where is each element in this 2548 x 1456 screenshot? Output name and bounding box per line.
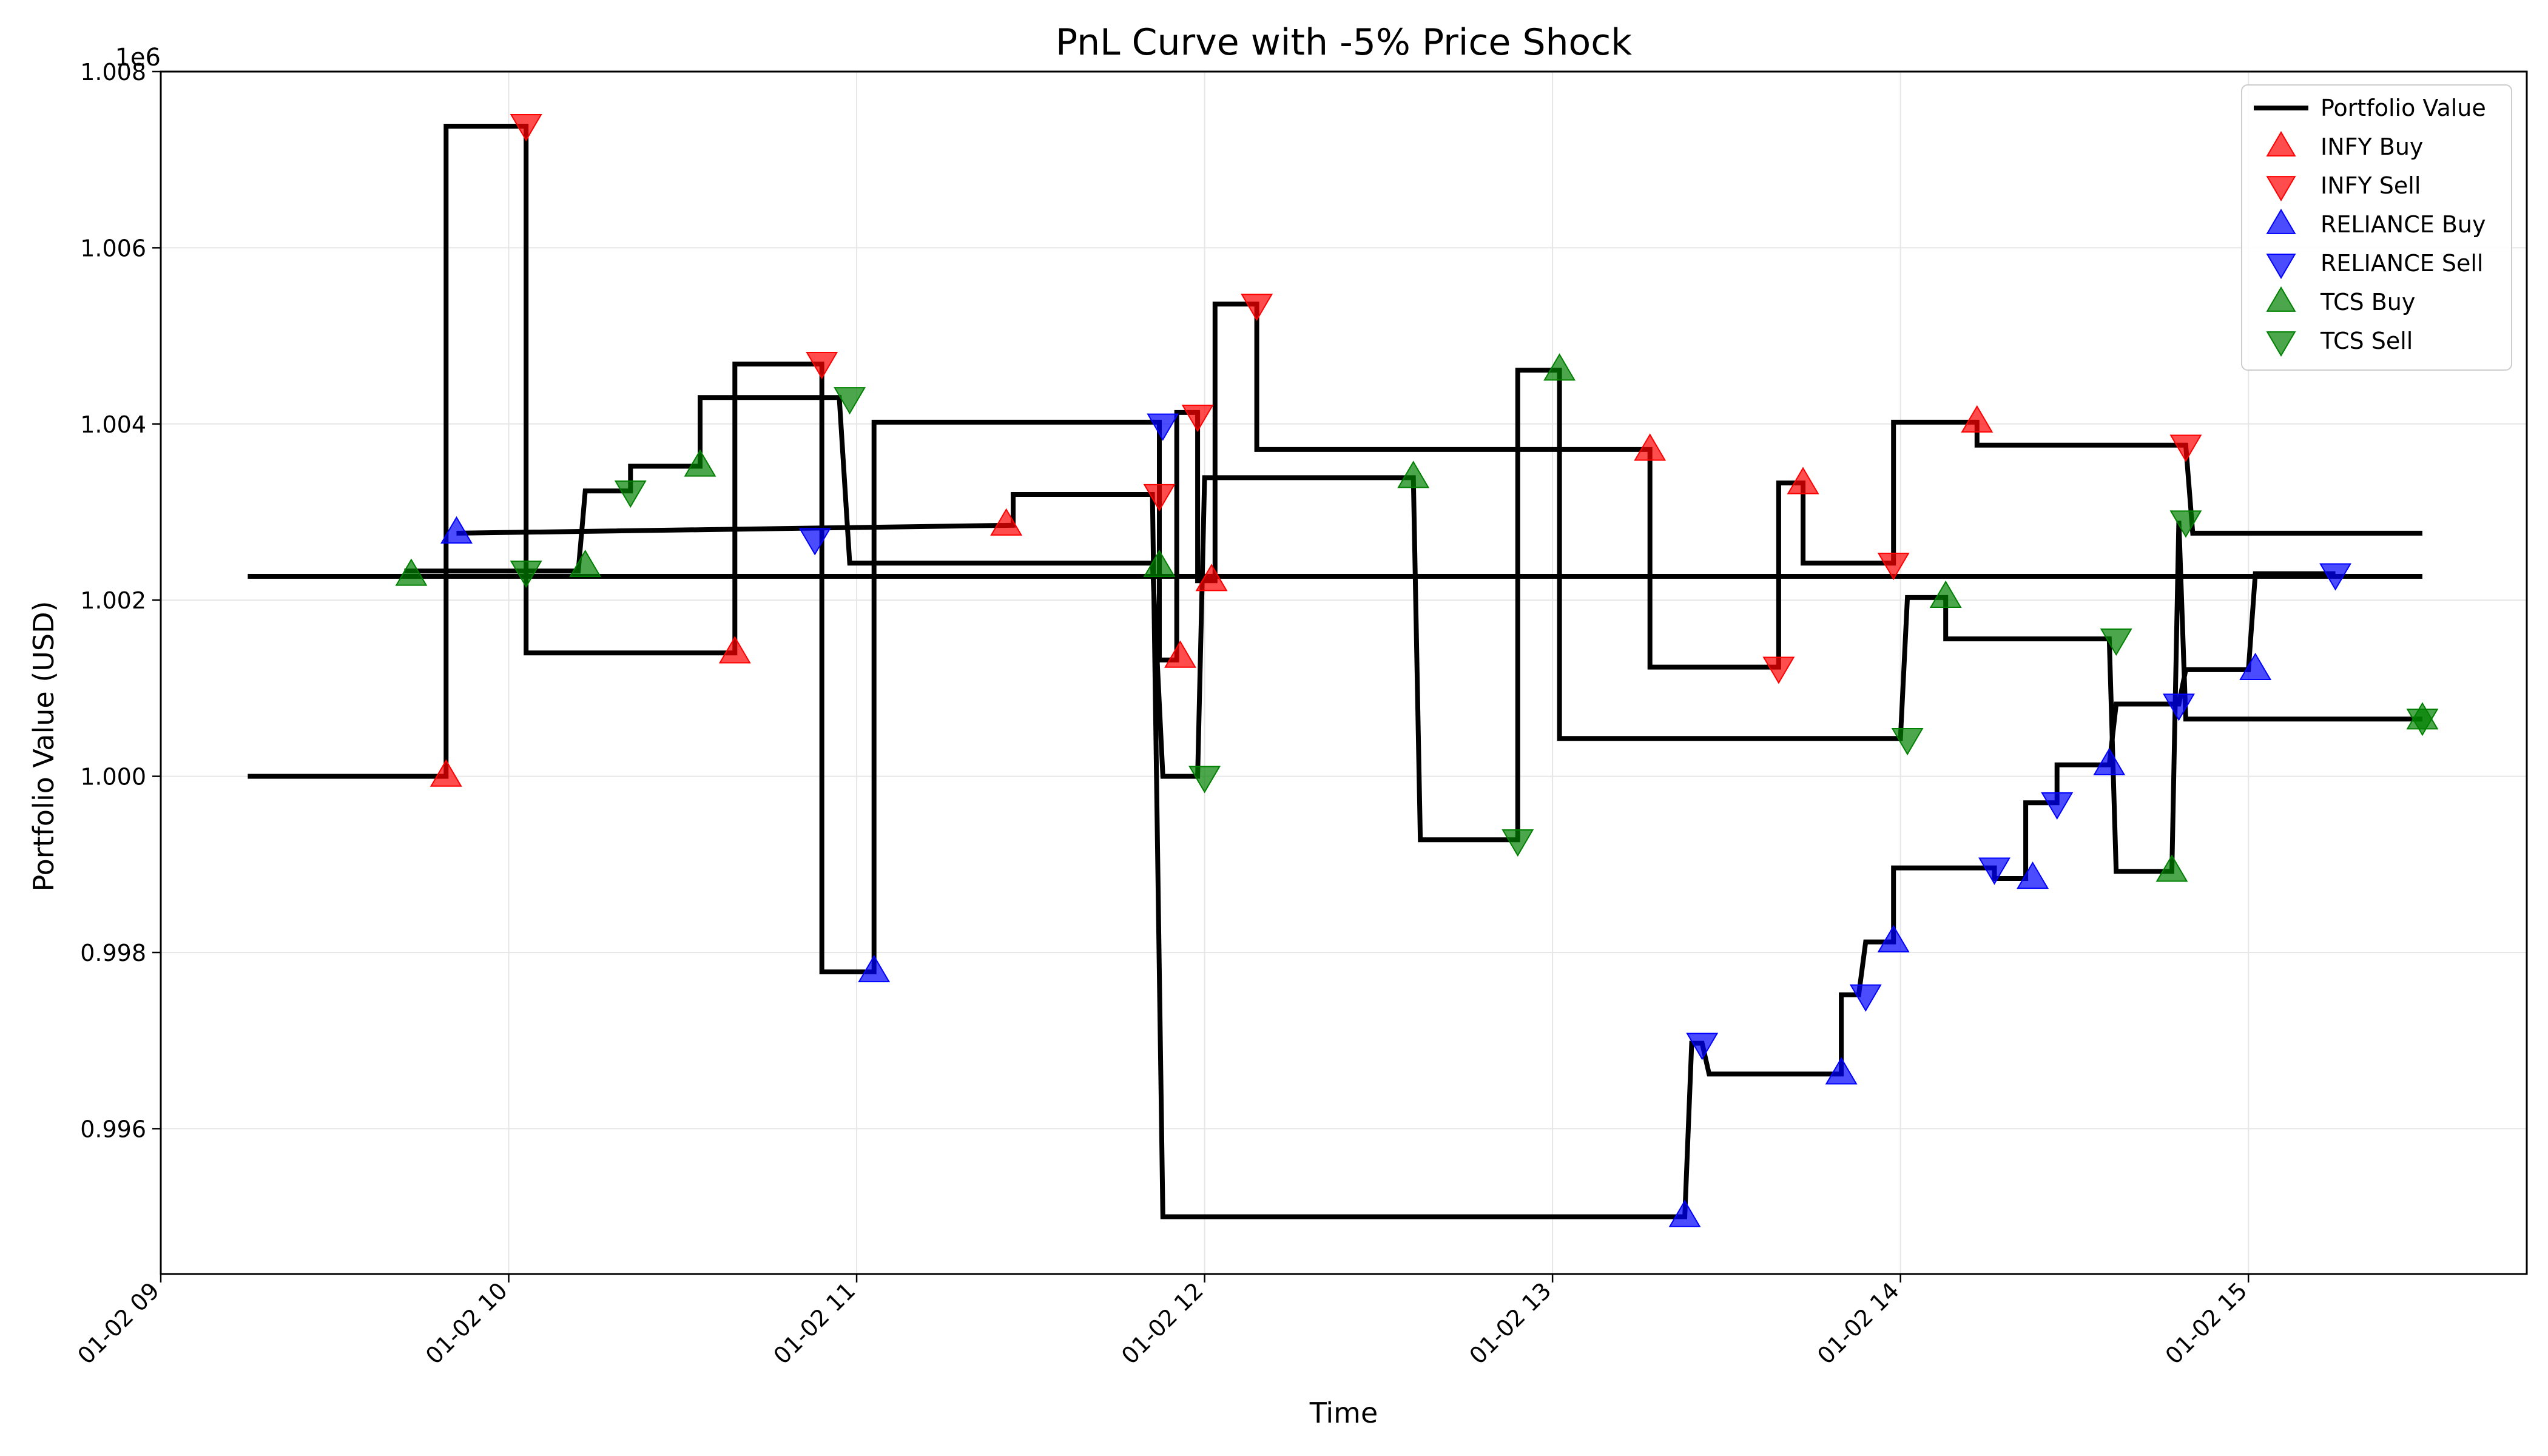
legend-label: INFY Sell bbox=[2320, 172, 2421, 199]
tcs-buy-marker bbox=[1929, 580, 1962, 608]
tcs-sell-marker bbox=[1188, 766, 1221, 794]
y-tick-label: 1.006 bbox=[80, 235, 146, 261]
tcs-buy-marker bbox=[569, 550, 602, 578]
tcs-buy-marker bbox=[1543, 353, 1576, 381]
plot-frame bbox=[160, 70, 2528, 1275]
reliance-buy-marker bbox=[1825, 1057, 1858, 1085]
reliance-buy-marker bbox=[2017, 861, 2049, 889]
reliance-sell-marker bbox=[1147, 413, 1179, 441]
reliance-sell-marker bbox=[2319, 563, 2352, 591]
legend-label: INFY Buy bbox=[2320, 133, 2423, 160]
tcs-sell-marker bbox=[2406, 709, 2439, 736]
infy-buy-marker bbox=[718, 636, 751, 664]
legend: Portfolio Value INFY Buy INFY Sell RELIANCE… bbox=[2241, 84, 2512, 371]
infy-sell-marker bbox=[1181, 405, 1214, 433]
y-axis-label: Portfolio Value (USD) bbox=[27, 601, 60, 892]
trade-marker-layer bbox=[395, 114, 2439, 1227]
y-tick-label: 1.002 bbox=[80, 587, 146, 614]
legend-label: TCS Buy bbox=[2320, 289, 2415, 315]
reliance-buy-marker bbox=[858, 954, 891, 983]
tcs-sell-marker bbox=[2169, 510, 2202, 538]
infy-sell-marker bbox=[510, 114, 542, 142]
tcs-sell-marker bbox=[510, 561, 542, 588]
legend-swatch bbox=[2266, 131, 2296, 157]
y-tick-label: 0.998 bbox=[80, 940, 146, 966]
legend-swatch bbox=[2266, 254, 2296, 279]
reliance-buy-marker bbox=[1668, 1199, 1701, 1227]
infy-sell-marker bbox=[806, 352, 838, 380]
legend-label: RELIANCE Sell bbox=[2320, 250, 2483, 277]
x-axis-label: Time bbox=[1309, 1397, 1378, 1429]
tcs-sell-marker bbox=[2100, 628, 2132, 656]
tcs-buy-marker bbox=[684, 449, 716, 477]
reliance-buy-marker bbox=[2093, 747, 2126, 775]
reliance-buy-marker bbox=[2239, 652, 2272, 681]
portfolio-value-line-segment bbox=[456, 492, 2336, 1219]
tcs-sell-marker bbox=[1891, 728, 1924, 756]
infy-sell-marker bbox=[1762, 656, 1795, 684]
infy-buy-marker bbox=[1961, 405, 1994, 433]
reliance-sell-marker bbox=[1978, 857, 2010, 885]
tcs-buy-marker bbox=[1143, 550, 1176, 578]
y-tick-label: 0.996 bbox=[80, 1116, 146, 1142]
infy-sell-marker bbox=[1143, 484, 1176, 511]
y-tick-label: 1.008 bbox=[80, 59, 146, 86]
tcs-sell-marker bbox=[834, 387, 866, 415]
legend-swatch bbox=[2266, 176, 2296, 201]
infy-sell-marker bbox=[1241, 294, 1273, 322]
infy-buy-marker bbox=[1164, 640, 1196, 668]
infy-buy-marker bbox=[430, 759, 462, 787]
tcs-buy-marker bbox=[1397, 460, 1430, 488]
reliance-buy-marker bbox=[1877, 925, 1910, 952]
legend-swatch bbox=[2266, 331, 2296, 357]
y-tick-label: 1.004 bbox=[80, 411, 146, 438]
tcs-buy-marker bbox=[2155, 854, 2188, 882]
y-axis-offset-label: 1e6 bbox=[115, 44, 161, 72]
infy-buy-marker bbox=[1787, 467, 1819, 494]
legend-label: RELIANCE Buy bbox=[2320, 211, 2486, 238]
infy-sell-marker bbox=[2169, 434, 2202, 462]
infy-sell-marker bbox=[1877, 553, 1910, 581]
tcs-sell-marker bbox=[1502, 829, 1534, 857]
reliance-sell-marker bbox=[2163, 693, 2195, 721]
infy-buy-marker bbox=[1195, 564, 1228, 592]
infy-buy-marker bbox=[990, 508, 1023, 536]
reliance-sell-marker bbox=[2041, 792, 2074, 820]
infy-buy-marker bbox=[1634, 433, 1667, 461]
reliance-buy-marker bbox=[440, 516, 473, 544]
legend-box bbox=[2241, 84, 2512, 371]
reliance-sell-marker bbox=[798, 528, 831, 556]
reliance-sell-marker bbox=[1849, 984, 1882, 1012]
legend-label: TCS Sell bbox=[2320, 328, 2413, 354]
legend-swatch bbox=[2266, 286, 2296, 312]
reliance-sell-marker bbox=[1686, 1033, 1719, 1060]
tcs-sell-marker bbox=[614, 480, 647, 508]
legend-portfolio-label: Portfolio Value bbox=[2320, 95, 2486, 121]
legend-swatch bbox=[2266, 209, 2296, 234]
chart-title: PnL Curve with -5% Price Shock bbox=[1056, 21, 1632, 64]
y-tick-label: 1.000 bbox=[80, 764, 146, 790]
tcs-buy-marker bbox=[395, 558, 428, 586]
portfolio-value-line-segment bbox=[404, 368, 2422, 874]
